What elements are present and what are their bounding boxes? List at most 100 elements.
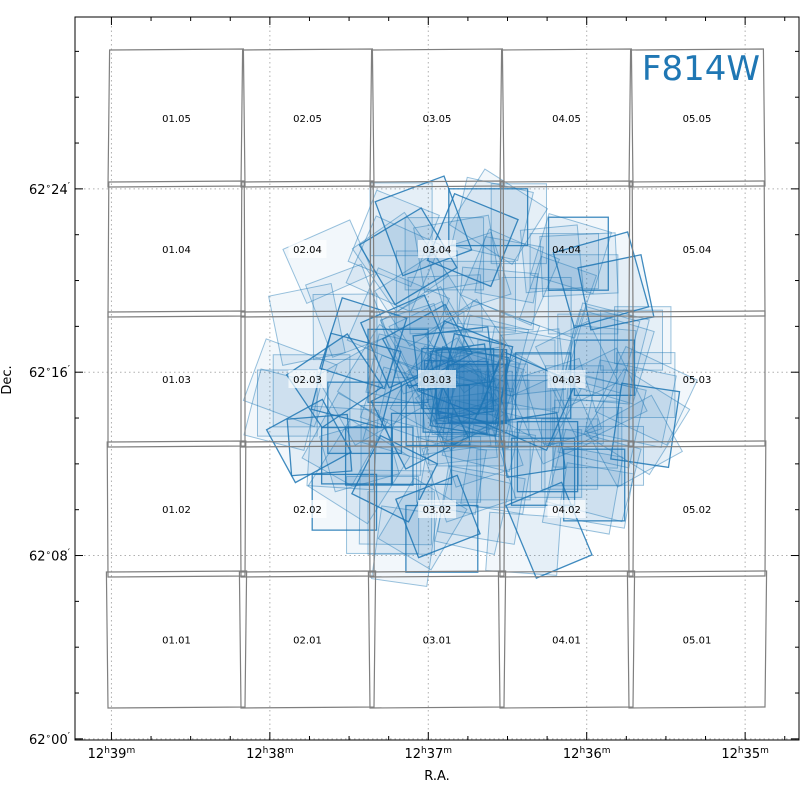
tile-label: 04.05 xyxy=(552,114,581,125)
tile-label: 02.03 xyxy=(293,375,322,386)
tile-label: 04.02 xyxy=(552,505,581,516)
tile-label: 03.05 xyxy=(423,114,452,125)
tile-label: 01.02 xyxy=(162,505,191,516)
tile-label-backdrop xyxy=(547,500,586,518)
footprint xyxy=(413,214,500,293)
tile-grid-layer xyxy=(105,48,768,709)
footprint xyxy=(346,476,420,554)
tile-outline xyxy=(240,310,375,448)
tile-outline xyxy=(499,48,634,188)
footprint xyxy=(272,354,351,428)
y-tick-label: 62∘08′ xyxy=(29,548,71,565)
tile-outline xyxy=(499,180,634,318)
tile-outline xyxy=(628,310,766,448)
tile-label-backdrop xyxy=(418,500,456,518)
tile-label: 02.05 xyxy=(293,114,322,125)
x-tick-label: 12h39m xyxy=(88,746,136,762)
footprint xyxy=(547,254,619,335)
footprint xyxy=(285,333,384,429)
footprint xyxy=(541,418,599,490)
tile-outline xyxy=(106,440,247,578)
tile-label: 03.04 xyxy=(423,245,452,256)
x-tick-label: 12h35m xyxy=(721,746,769,762)
tile-label: 02.01 xyxy=(293,636,322,647)
footprint xyxy=(529,233,600,290)
tile-label: 01.01 xyxy=(162,636,191,647)
footprint xyxy=(327,381,403,455)
tile-outline xyxy=(498,440,635,578)
tile-outline xyxy=(239,440,376,578)
footprint xyxy=(394,311,465,379)
tile-label: 03.02 xyxy=(423,505,452,516)
tile-outline xyxy=(497,570,636,709)
tile-label: 04.01 xyxy=(552,636,581,647)
footprint xyxy=(389,345,495,448)
tile-outline xyxy=(107,48,246,188)
tile-outline xyxy=(107,310,246,448)
footprint xyxy=(350,434,439,523)
footprint xyxy=(370,368,470,470)
footprint xyxy=(539,232,619,298)
tile-outline xyxy=(107,180,246,318)
tile-label-layer: 01.01 02.01 03.01 04.01 05.01 01.02 02.02 03.02… xyxy=(162,114,711,647)
tile-label: 03.01 xyxy=(423,636,452,647)
footprint xyxy=(497,411,567,479)
footprint xyxy=(511,369,600,465)
x-tick-label: 12h36m xyxy=(563,746,611,762)
tile-outline xyxy=(369,310,505,448)
footprint xyxy=(371,505,438,587)
y-axis-label: Dec. xyxy=(0,365,15,394)
tile-outline xyxy=(499,310,634,448)
footprint xyxy=(307,418,411,525)
footprint xyxy=(547,216,609,291)
footprint xyxy=(519,224,584,294)
footprint xyxy=(421,424,517,523)
tile-label: 02.02 xyxy=(293,505,322,516)
footprint xyxy=(518,255,598,339)
footprint xyxy=(374,252,470,347)
tile-outline xyxy=(240,48,375,188)
footprint xyxy=(358,207,458,306)
filter-label: F814W xyxy=(642,49,760,89)
footprint xyxy=(516,420,579,493)
footprint xyxy=(426,192,519,288)
footprint xyxy=(268,282,346,366)
tile-label: 03.03 xyxy=(423,375,452,386)
footprint-layer xyxy=(242,168,698,587)
tile-label-backdrop xyxy=(288,370,327,388)
footprint xyxy=(616,352,676,419)
plot-frame xyxy=(74,16,800,741)
footprint xyxy=(586,394,684,488)
tile-label: 05.04 xyxy=(683,245,712,256)
footprint xyxy=(476,449,546,508)
tile-label: 01.03 xyxy=(162,375,191,386)
tile-outline xyxy=(238,570,377,709)
tile-outline xyxy=(105,570,248,709)
tile-outline xyxy=(626,570,768,709)
tile-outline xyxy=(628,48,766,188)
tile-label: 05.05 xyxy=(683,114,712,125)
tile-label-backdrop xyxy=(418,370,456,388)
tile-label-backdrop xyxy=(288,500,327,518)
tile-outline xyxy=(369,48,505,188)
tile-label-backdrop xyxy=(288,240,327,258)
footprint xyxy=(529,212,613,295)
tile-label: 05.02 xyxy=(683,505,712,516)
footprint xyxy=(437,465,526,545)
y-tick-label: 62∘24′ xyxy=(29,181,71,198)
footprint xyxy=(306,405,379,491)
footprint xyxy=(594,345,698,446)
tile-label: 02.04 xyxy=(293,245,322,256)
footprint xyxy=(448,188,529,247)
tile-label: 05.03 xyxy=(683,375,712,386)
y-tick-label: 62∘16′ xyxy=(29,364,71,381)
x-axis-label: R.A. xyxy=(424,769,450,784)
x-tick-label: 12h38m xyxy=(246,746,294,762)
tile-label-backdrop xyxy=(418,240,456,258)
footprint xyxy=(557,373,647,469)
tile-outline xyxy=(369,180,505,318)
tile-outline xyxy=(627,440,767,578)
tile-label: 01.05 xyxy=(162,114,191,125)
